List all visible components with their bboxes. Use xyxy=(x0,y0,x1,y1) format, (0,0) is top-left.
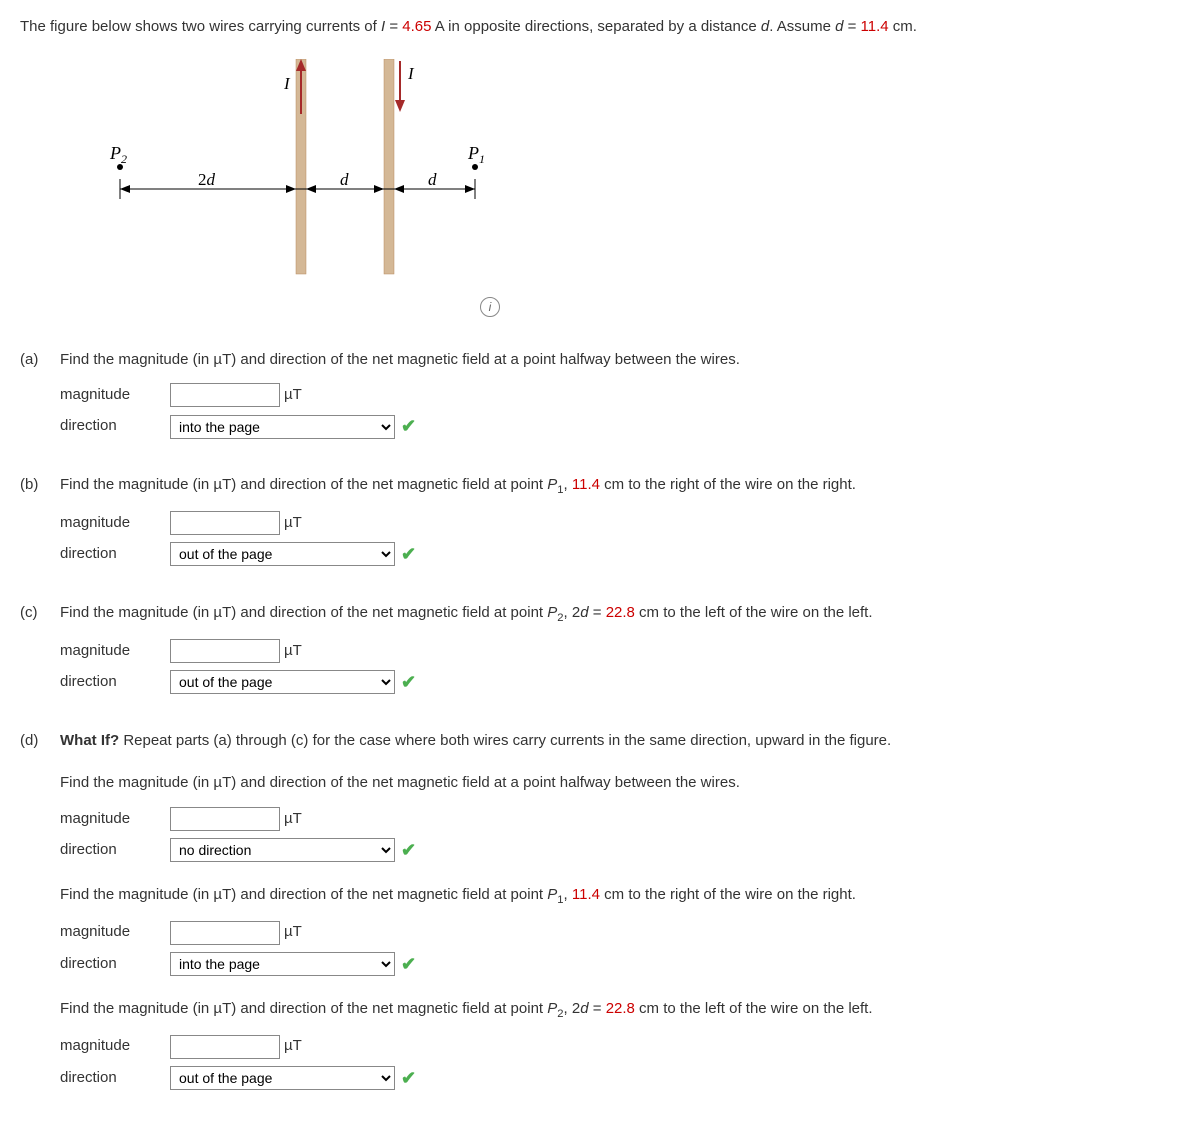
part-d-sub3: Find the magnitude (in µT) and direction… xyxy=(60,998,1180,1092)
part-c-question: Find the magnitude (in µT) and direction… xyxy=(60,602,1180,627)
d-var: d xyxy=(761,18,769,35)
mag-label: magnitude xyxy=(60,1035,170,1058)
part-d-label: (d) xyxy=(20,730,60,753)
unit-label: µT xyxy=(284,1035,302,1058)
svg-text:d: d xyxy=(340,170,349,189)
part-d-sub1-question: Find the magnitude (in µT) and direction… xyxy=(60,772,1180,795)
eq-1: = xyxy=(385,18,402,35)
part-d-sub3-question: Find the magnitude (in µT) and direction… xyxy=(60,998,1180,1023)
what-if-label: What If? xyxy=(60,732,119,749)
current-unit: A xyxy=(431,18,444,35)
current-value: 4.65 xyxy=(402,18,431,35)
part-b: (b) Find the magnitude (in µT) and direc… xyxy=(20,474,1180,574)
dir-label: direction xyxy=(60,543,170,566)
intro-text-1: The figure below shows two wires carryin… xyxy=(20,18,381,35)
part-d-sub2: Find the magnitude (in µT) and direction… xyxy=(60,884,1180,978)
checkmark-icon: ✔ xyxy=(401,541,416,568)
intro-text-2: in opposite directions, separated by a d… xyxy=(444,18,761,35)
unit-label: µT xyxy=(284,921,302,944)
d-value: 11.4 xyxy=(861,18,889,35)
checkmark-icon: ✔ xyxy=(401,413,416,440)
dir-label: direction xyxy=(60,953,170,976)
part-a-label: (a) xyxy=(20,349,60,372)
checkmark-icon: ✔ xyxy=(401,1065,416,1092)
part-d-sub2-question: Find the magnitude (in µT) and direction… xyxy=(60,884,1180,909)
unit-label: µT xyxy=(284,384,302,407)
d-unit: cm. xyxy=(889,18,917,35)
problem-intro: The figure below shows two wires carryin… xyxy=(20,16,1180,39)
unit-label: µT xyxy=(284,512,302,535)
dir-label: direction xyxy=(60,839,170,862)
part-a-question: Find the magnitude (in µT) and direction… xyxy=(60,349,1180,372)
mag-label: magnitude xyxy=(60,512,170,535)
checkmark-icon: ✔ xyxy=(401,951,416,978)
checkmark-icon: ✔ xyxy=(401,669,416,696)
part-d-intro: What If? Repeat parts (a) through (c) fo… xyxy=(60,730,1180,753)
unit-label: µT xyxy=(284,808,302,831)
part-b-magnitude-input[interactable] xyxy=(170,511,280,535)
part-b-direction-select[interactable]: out of the page xyxy=(170,542,395,566)
part-d-sub1-magnitude-input[interactable] xyxy=(170,807,280,831)
info-icon[interactable]: i xyxy=(480,297,500,317)
part-c-direction-select[interactable]: out of the page xyxy=(170,670,395,694)
part-c-label: (c) xyxy=(20,602,60,625)
dir-label: direction xyxy=(60,671,170,694)
part-d-sub3-direction-select[interactable]: out of the page xyxy=(170,1066,395,1090)
svg-text:P2: P2 xyxy=(109,143,127,166)
svg-text:I: I xyxy=(407,64,415,83)
eq-2: = xyxy=(843,18,860,35)
intro-text-3: . Assume xyxy=(769,18,835,35)
mag-label: magnitude xyxy=(60,640,170,663)
dir-label: direction xyxy=(60,415,170,438)
part-c-magnitude-input[interactable] xyxy=(170,639,280,663)
part-a-magnitude-input[interactable] xyxy=(170,383,280,407)
checkmark-icon: ✔ xyxy=(401,837,416,864)
svg-text:d: d xyxy=(428,170,437,189)
mag-label: magnitude xyxy=(60,921,170,944)
figure-container: I I 2d d d P2 P1 i xyxy=(80,59,1180,319)
part-b-question: Find the magnitude (in µT) and direction… xyxy=(60,474,1180,499)
part-a: (a) Find the magnitude (in µT) and direc… xyxy=(20,349,1180,447)
physics-diagram: I I 2d d d P2 P1 xyxy=(80,59,510,289)
part-c: (c) Find the magnitude (in µT) and direc… xyxy=(20,602,1180,702)
part-d-sub3-magnitude-input[interactable] xyxy=(170,1035,280,1059)
part-a-direction-select[interactable]: into the page xyxy=(170,415,395,439)
part-d-sub1: Find the magnitude (in µT) and direction… xyxy=(60,772,1180,864)
dir-label: direction xyxy=(60,1067,170,1090)
mag-label: magnitude xyxy=(60,384,170,407)
part-d: (d) What If? Repeat parts (a) through (c… xyxy=(20,730,1180,1098)
part-b-label: (b) xyxy=(20,474,60,497)
mag-label: magnitude xyxy=(60,808,170,831)
part-d-sub1-direction-select[interactable]: no direction xyxy=(170,838,395,862)
svg-text:I: I xyxy=(283,74,291,93)
svg-text:P1: P1 xyxy=(467,143,485,166)
part-d-sub2-magnitude-input[interactable] xyxy=(170,921,280,945)
part-d-sub2-direction-select[interactable]: into the page xyxy=(170,952,395,976)
svg-text:2d: 2d xyxy=(198,170,216,189)
unit-label: µT xyxy=(284,640,302,663)
